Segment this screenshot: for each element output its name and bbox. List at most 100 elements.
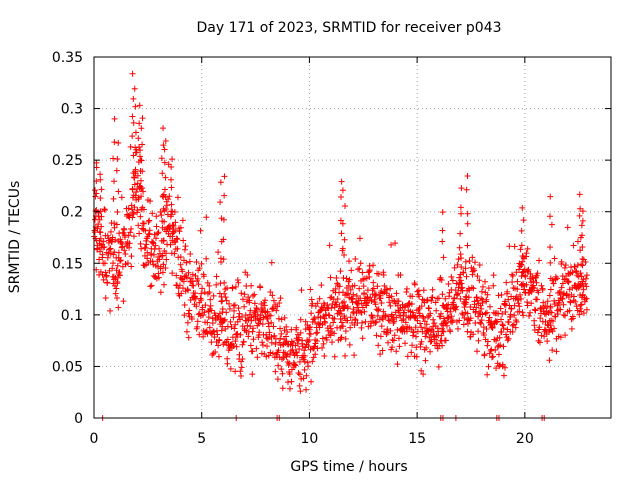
data-point	[162, 206, 169, 213]
data-point	[366, 273, 373, 280]
data-point	[554, 310, 561, 317]
data-point	[557, 288, 564, 295]
data-point	[509, 279, 516, 286]
data-point	[116, 272, 123, 279]
data-point	[268, 339, 275, 346]
data-point	[169, 208, 176, 215]
data-point	[244, 271, 251, 278]
data-point	[505, 335, 512, 342]
data-point	[293, 349, 300, 356]
data-point	[115, 188, 122, 195]
data-point	[101, 260, 108, 267]
data-point	[462, 265, 469, 272]
data-point	[455, 256, 462, 263]
data-point	[234, 330, 241, 337]
data-point	[148, 238, 155, 245]
data-point	[465, 294, 472, 301]
data-point	[442, 337, 449, 344]
data-point	[134, 172, 141, 179]
data-point	[202, 302, 209, 309]
data-point	[421, 318, 428, 325]
data-point	[136, 120, 143, 127]
data-point	[291, 361, 298, 368]
data-point	[139, 225, 146, 232]
data-point	[158, 212, 165, 219]
data-point	[327, 325, 334, 332]
data-point	[497, 342, 504, 349]
data-point	[168, 184, 175, 191]
data-point	[195, 281, 202, 288]
data-point	[265, 352, 272, 359]
data-point	[566, 307, 573, 314]
data-point	[224, 360, 231, 367]
data-point	[415, 291, 422, 298]
data-point	[114, 280, 121, 287]
data-point	[306, 337, 313, 344]
data-point	[386, 299, 393, 306]
data-point	[517, 291, 524, 298]
data-point	[535, 289, 542, 296]
data-point	[226, 305, 233, 312]
data-point	[301, 358, 308, 365]
data-point	[171, 250, 178, 257]
data-point	[274, 303, 281, 310]
data-point	[141, 262, 148, 269]
data-point	[301, 366, 308, 373]
data-point	[206, 282, 213, 289]
data-point	[179, 217, 186, 224]
data-point	[144, 255, 151, 262]
data-point	[351, 282, 358, 289]
data-point	[96, 240, 103, 247]
data-point	[308, 378, 315, 385]
data-point	[247, 342, 254, 349]
data-point	[341, 252, 348, 259]
data-point	[296, 382, 303, 389]
data-point	[331, 330, 338, 337]
data-point	[551, 325, 558, 332]
data-point	[435, 295, 442, 302]
data-point	[139, 168, 146, 175]
data-point	[495, 351, 502, 358]
data-point	[448, 273, 455, 280]
data-point	[275, 362, 282, 369]
data-point	[498, 316, 505, 323]
data-point	[369, 314, 376, 321]
data-point	[342, 335, 349, 342]
data-point	[131, 204, 138, 211]
data-point	[514, 278, 521, 285]
data-point	[452, 306, 459, 313]
data-point	[448, 313, 455, 320]
data-point	[215, 249, 222, 256]
data-point	[456, 317, 463, 324]
y-axis-label: SRMTID / TECUs	[7, 181, 23, 294]
data-point	[209, 320, 216, 327]
data-point	[547, 309, 554, 316]
data-point	[164, 202, 171, 209]
data-point	[546, 357, 553, 364]
data-point	[548, 221, 555, 228]
data-point	[372, 319, 379, 326]
data-point	[303, 386, 310, 393]
data-point	[129, 186, 136, 193]
data-point	[525, 266, 532, 273]
data-point	[267, 289, 274, 296]
data-point	[359, 335, 366, 342]
data-point	[520, 217, 527, 224]
data-point	[277, 325, 284, 332]
data-point	[378, 323, 385, 330]
data-point	[445, 314, 452, 321]
data-point	[132, 166, 139, 173]
data-point	[297, 388, 304, 395]
data-point	[480, 332, 487, 339]
data-point	[264, 308, 271, 315]
data-point	[389, 336, 396, 343]
data-point	[464, 242, 471, 249]
data-point	[502, 331, 509, 338]
data-point	[437, 313, 444, 320]
data-point	[447, 328, 454, 335]
data-point	[550, 280, 557, 287]
data-point	[532, 307, 539, 314]
data-point	[150, 251, 157, 258]
data-point	[549, 318, 556, 325]
x-tick-label: 10	[301, 431, 319, 447]
